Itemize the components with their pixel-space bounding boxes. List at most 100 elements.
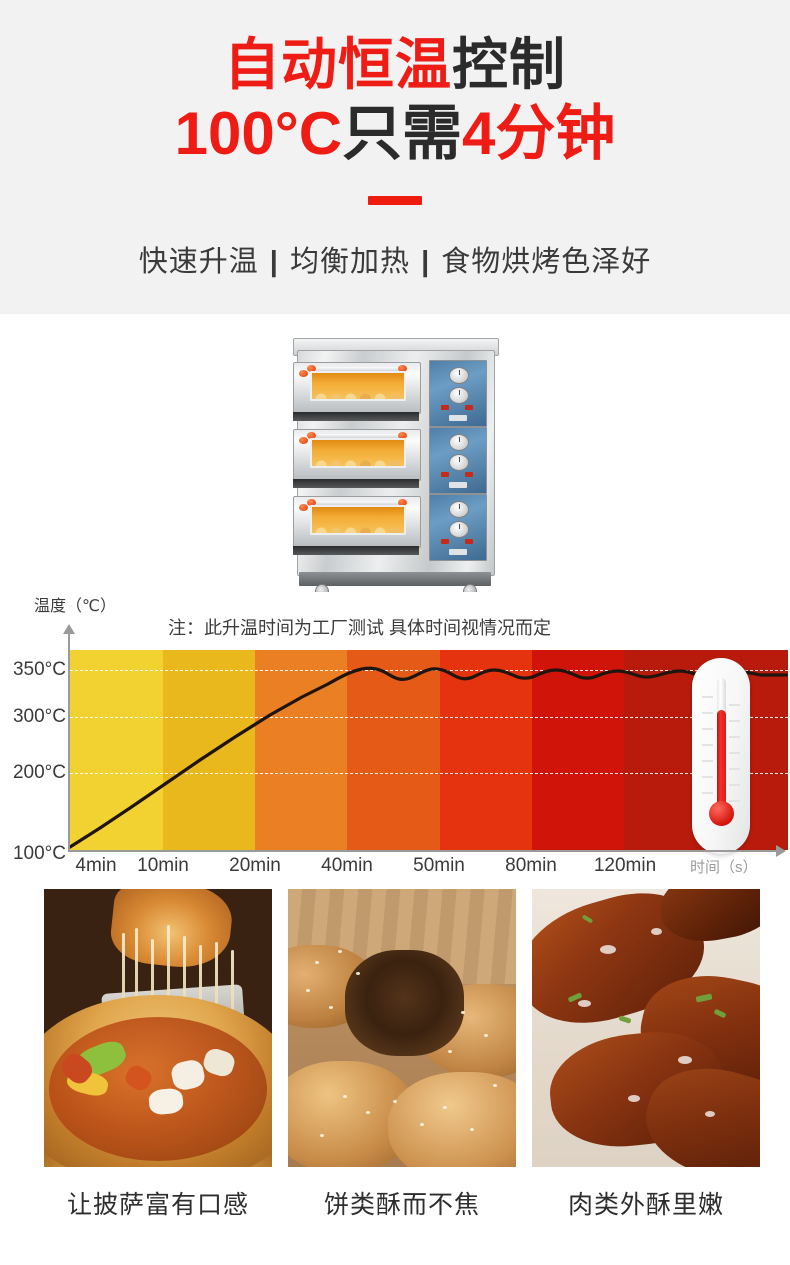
x-tick-80min: 80min (505, 855, 557, 876)
panel-2-temperature-dial[interactable] (449, 434, 469, 451)
panel-1-switch-right[interactable] (465, 405, 473, 410)
side-indicator-1 (299, 370, 308, 377)
pizza-photo (44, 889, 272, 1167)
x-tick-120min: 120min (593, 855, 657, 876)
hero-banner: 自动恒温控制 100°C只需4分钟 快速升温 | 均衡加热 | 食物烘烤色泽好 (0, 0, 790, 314)
pastry-filling (345, 950, 464, 1056)
page-subtitle-heading: 100°C只需4分钟 (175, 103, 616, 164)
x-tick-4min: 4min (75, 855, 117, 876)
deck-3-handle (310, 501, 402, 506)
tagline-separator-2: | (421, 246, 431, 279)
headline2-duration: 4分钟 (462, 100, 616, 168)
heat-band-2 (163, 650, 255, 850)
pizza-caption: 让披萨富有口感 (66, 1191, 249, 1219)
red-divider-rule (368, 196, 422, 206)
pastry-caption: 饼类酥而不焦 (323, 1191, 480, 1219)
y-tick-350: 350°C (12, 659, 66, 680)
product-image-section (0, 314, 790, 606)
tagline-separator-1: | (269, 246, 279, 279)
y-tick-200: 200°C (12, 762, 66, 783)
y-axis-line (68, 632, 70, 852)
deck-2-window (310, 438, 406, 468)
panel-3-timer-dial[interactable] (449, 521, 469, 538)
deck-1-handle (310, 367, 402, 372)
headline-red-part: 自动恒温 (224, 33, 452, 96)
thermometer-icon (692, 658, 750, 854)
tagline-item-3: 食物烘烤色泽好 (441, 246, 652, 279)
y-tick-300: 300°C (12, 706, 66, 727)
temperature-curve-chart: 温度（℃） 注：此升温时间为工厂测试 具体时间视情况而定 (0, 592, 790, 889)
x-tick-40min: 40min (321, 855, 373, 876)
control-panel-3[interactable] (429, 494, 487, 561)
headline2-temp: 100°C (174, 100, 343, 168)
thermometer-bulb (709, 801, 734, 826)
heat-band-6 (532, 650, 624, 850)
thermometer-mercury (717, 710, 726, 810)
headline-dark-part: 控制 (452, 33, 566, 96)
deck-3-shadow (293, 546, 419, 555)
panel-3-display (449, 549, 467, 555)
pastry-roll-front-right (388, 1072, 516, 1167)
panel-3-switch-left[interactable] (441, 539, 449, 544)
oven-deck-2 (293, 429, 421, 481)
oven-deck-3 (293, 496, 421, 548)
wings-image (532, 889, 760, 1167)
heat-band-5 (440, 650, 532, 850)
tagline-item-1: 快速升温 (138, 246, 259, 279)
y-tick-labels: 350°C 300°C 200°C 100°C (0, 592, 66, 889)
deck-3-window (310, 505, 406, 535)
wings-photo (532, 889, 760, 1167)
deck-2-knob-right (398, 432, 407, 439)
deck-2-shadow (293, 479, 419, 488)
gridline-300 (70, 717, 788, 718)
wings-caption: 肉类外酥里嫩 (567, 1191, 724, 1219)
panel-1-switch-left[interactable] (441, 405, 449, 410)
control-panel-1[interactable] (429, 360, 487, 427)
deck-3-knob-left (307, 499, 316, 506)
pizza-image (44, 889, 272, 1167)
deck-1-knob-right (398, 365, 407, 372)
y-axis-arrow (63, 624, 75, 634)
panel-2-display (449, 482, 467, 488)
x-axis-line (68, 850, 778, 852)
panel-2-switch-right[interactable] (465, 472, 473, 477)
deck-1-shadow (293, 412, 419, 421)
panel-2-switch-left[interactable] (441, 472, 449, 477)
food-showcase-section: 让披萨富有口感 饼类酥而不焦 (0, 889, 790, 1265)
oven-illustration (283, 336, 507, 599)
food-item-pastry: 饼类酥而不焦 (288, 889, 516, 1221)
deck-1-knob-left (307, 365, 316, 372)
panel-3-temperature-dial[interactable] (449, 501, 469, 518)
oven-base-frame (299, 572, 491, 586)
feature-tagline: 快速升温 | 均衡加热 | 食物烘烤色泽好 (139, 238, 652, 280)
chart-y-axis-title: 温度（℃） (34, 598, 116, 615)
chart-note: 注：此升温时间为工厂测试 具体时间视情况而定 (168, 618, 551, 638)
tagline-item-2: 均衡加热 (289, 246, 410, 279)
panel-1-temperature-dial[interactable] (449, 367, 469, 384)
headline2-middle: 只需 (342, 100, 463, 168)
deck-3-knob-right (398, 499, 407, 506)
chart-x-axis-title: 时间（s） (690, 859, 758, 876)
food-item-wings: 肉类外酥里嫩 (532, 889, 760, 1221)
heat-band-4 (347, 650, 440, 850)
deck-2-knob-left (307, 432, 316, 439)
x-tick-50min: 50min (413, 855, 465, 876)
deck-1-window (310, 371, 406, 401)
pastry-image (288, 889, 516, 1167)
pastry-photo (288, 889, 516, 1167)
x-axis-arrow (776, 845, 786, 857)
x-tick-10min: 10min (137, 855, 189, 876)
panel-3-switch-right[interactable] (465, 539, 473, 544)
gridline-200 (70, 773, 788, 774)
side-indicator-2 (299, 437, 308, 444)
deck-2-handle (310, 434, 402, 439)
panel-1-timer-dial[interactable] (449, 387, 469, 404)
side-indicator-3 (299, 504, 308, 511)
x-tick-20min: 20min (229, 855, 281, 876)
food-item-pizza: 让披萨富有口感 (44, 889, 272, 1221)
y-tick-100: 100°C (12, 843, 66, 864)
panel-1-display (449, 415, 467, 421)
panel-2-timer-dial[interactable] (449, 454, 469, 471)
control-panel-2[interactable] (429, 427, 487, 494)
page-title: 自动恒温控制 (224, 36, 566, 93)
